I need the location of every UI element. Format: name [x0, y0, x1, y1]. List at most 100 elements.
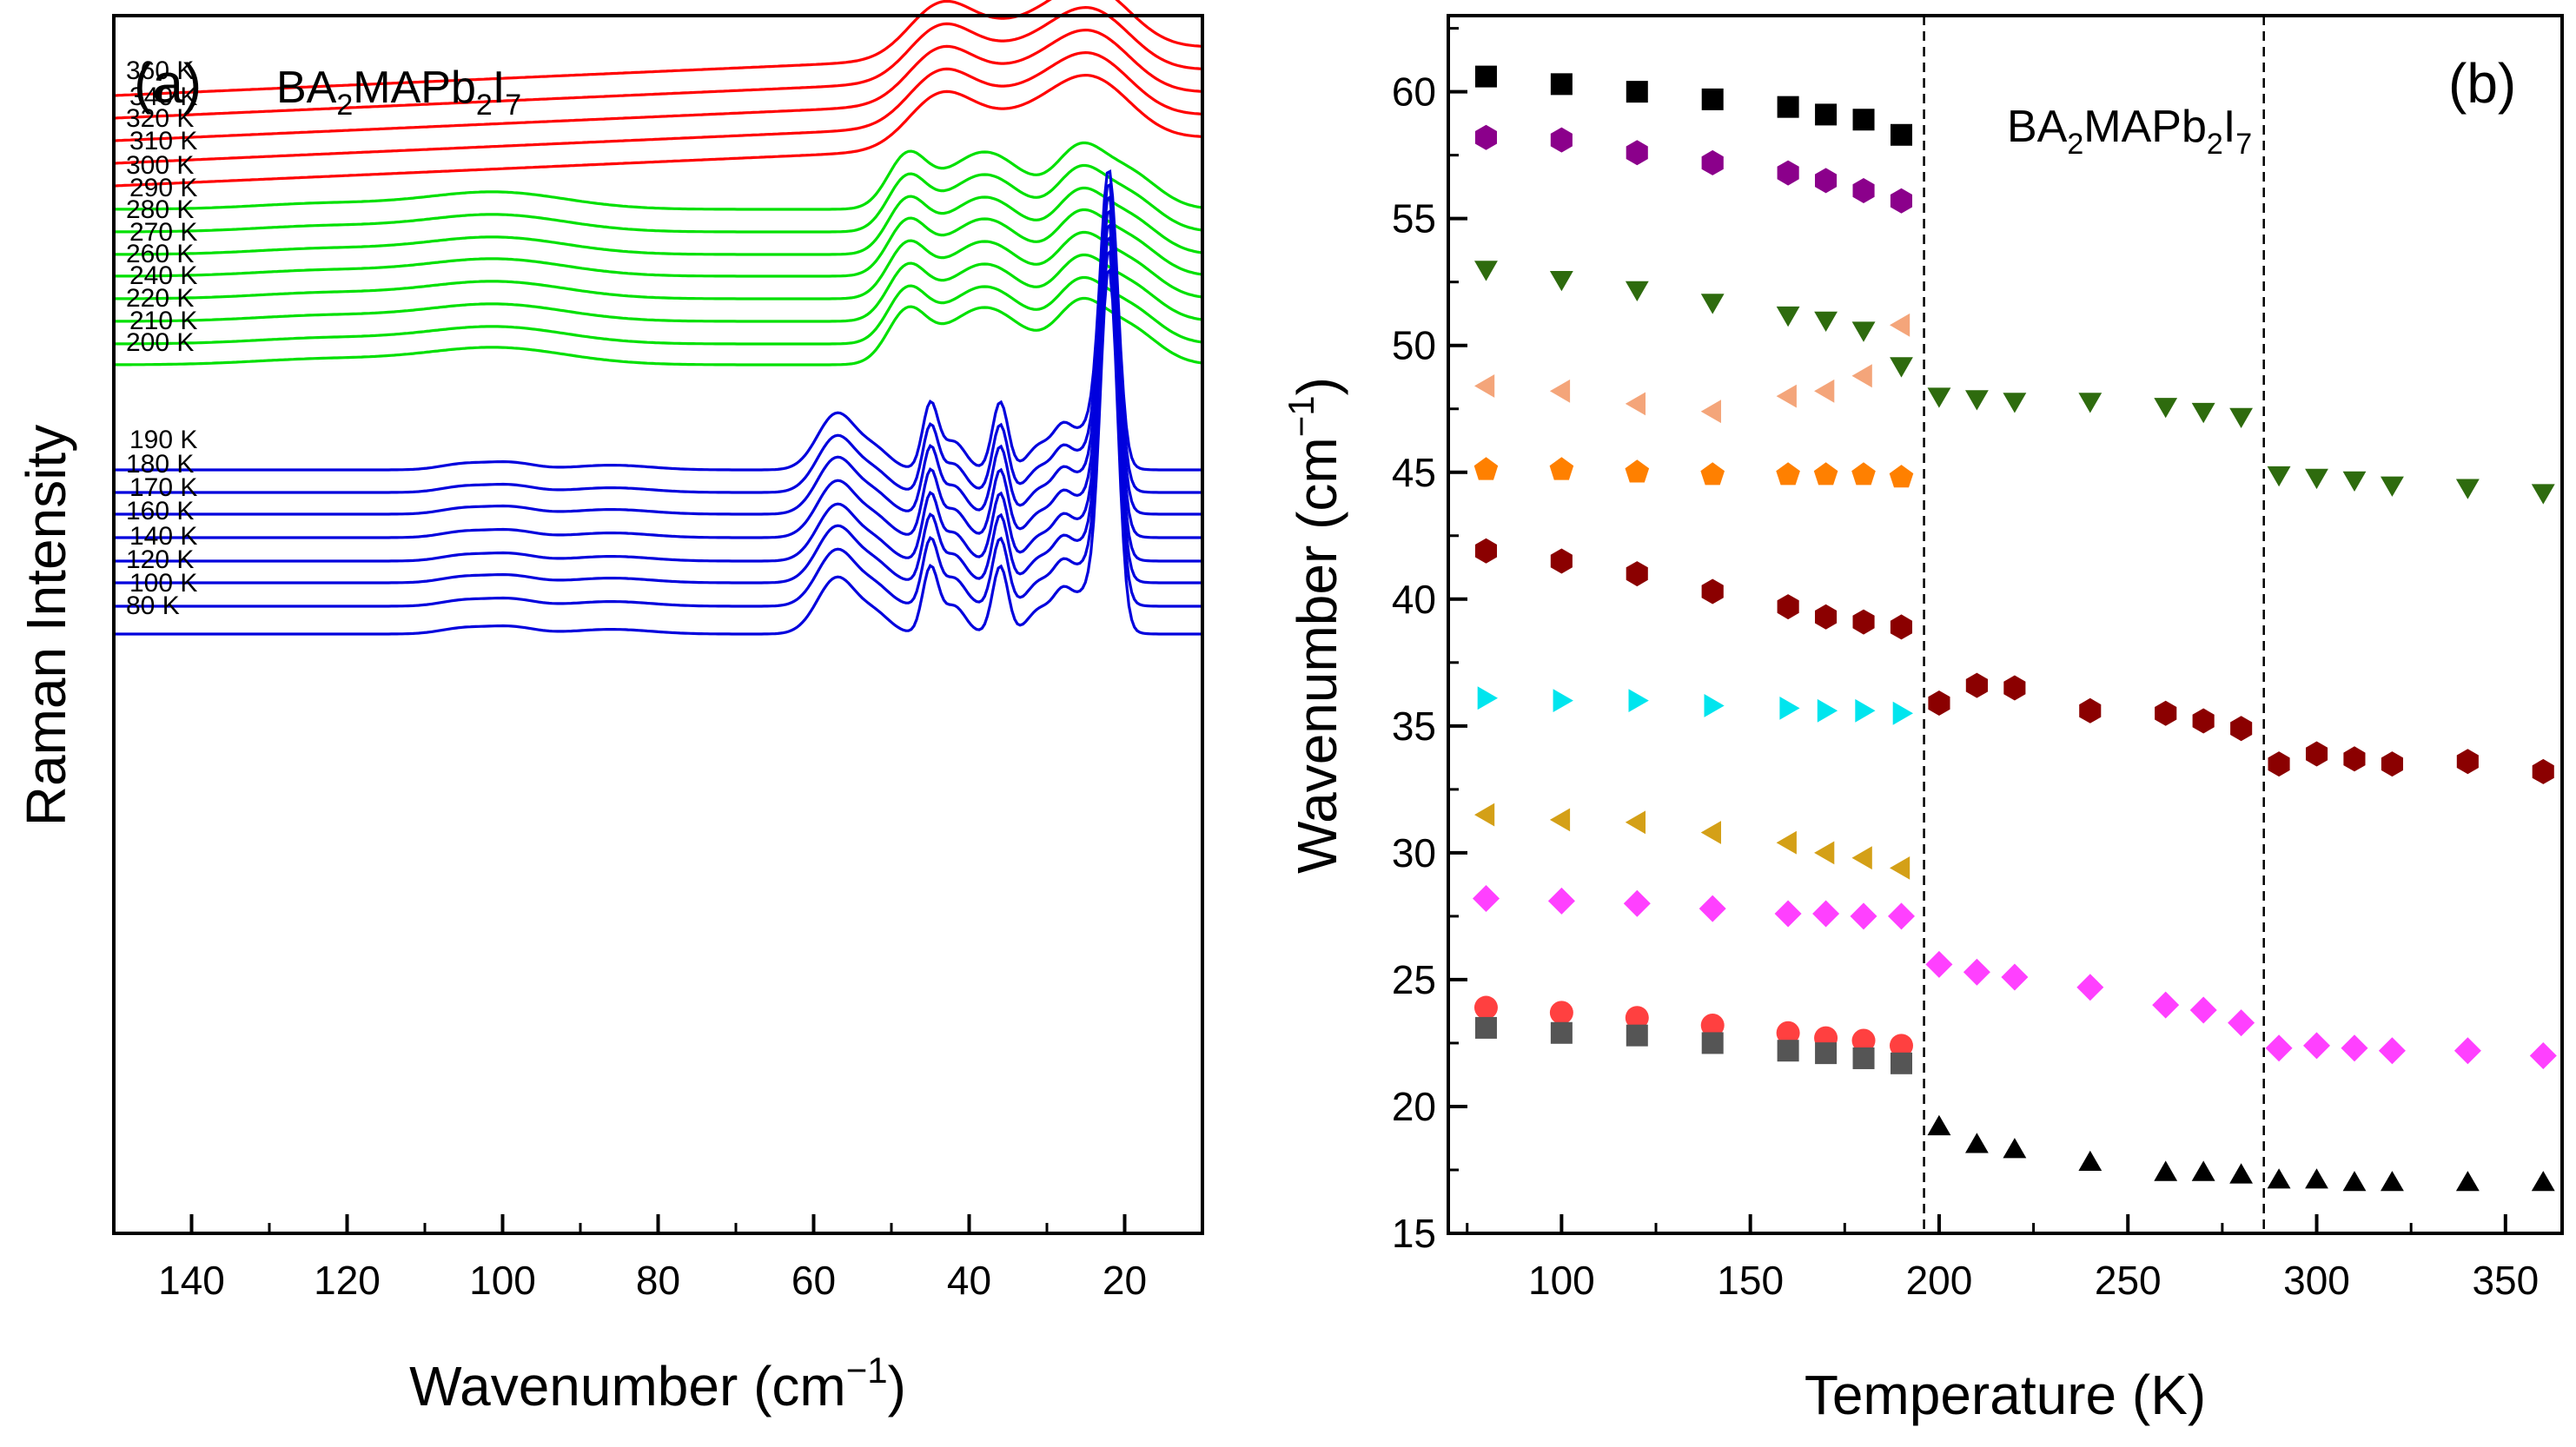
data-point: [1890, 856, 1910, 880]
data-point: [2453, 1037, 2481, 1065]
data-point: [1817, 698, 1838, 723]
data-point: [1890, 614, 1912, 640]
y-tick-label: 55: [1392, 196, 1436, 241]
series-mode-45: [1473, 457, 1914, 488]
data-point: [1777, 96, 1799, 118]
data-point: [2192, 708, 2215, 734]
data-point: [1550, 127, 1573, 153]
data-point: [1965, 390, 1989, 411]
spectrum-line: [114, 208, 1202, 539]
series-mode-31: [1474, 803, 1910, 880]
temperature-label: 220 K: [126, 284, 194, 313]
spectrum-line: [114, 186, 1203, 256]
y-tick-label: 20: [1392, 1084, 1436, 1129]
data-point: [1852, 109, 1875, 131]
x-tick-label: 200: [1906, 1258, 1973, 1303]
data-point: [1701, 149, 1724, 175]
data-point: [1626, 561, 1648, 587]
temperature-label: 160 K: [126, 497, 194, 525]
spectrum-line: [114, 235, 1202, 585]
x-tick-label: 20: [1103, 1258, 1147, 1303]
data-point: [1852, 178, 1875, 203]
spectrum-line: [113, 50, 1203, 165]
temperature-label: 290 K: [129, 174, 197, 202]
series-mode-28: [1473, 885, 2557, 1069]
data-point: [2455, 479, 2480, 499]
panel-a-x-axis-label: Wavenumber (cm−1): [409, 1350, 906, 1417]
spectrum-line: [114, 267, 1202, 636]
data-point: [1477, 686, 1498, 710]
data-point: [1550, 1021, 1573, 1044]
series-mode-36: [1477, 686, 1913, 725]
panel-a-letter: (a): [134, 52, 202, 115]
data-point: [1815, 103, 1838, 126]
y-tick-label: 15: [1392, 1211, 1436, 1256]
spectrum-line: [114, 195, 1202, 516]
data-point: [1774, 900, 1802, 928]
data-point: [1474, 803, 1495, 827]
data-point: [2529, 1042, 2557, 1069]
data-point: [1963, 958, 1990, 986]
temperature-label: 180 K: [126, 450, 194, 479]
temperature-label: 190 K: [129, 426, 197, 454]
panel-a-formula: BA2MAPb2I7: [276, 63, 521, 122]
y-tick-label: 35: [1392, 704, 1436, 749]
data-point: [2152, 991, 2180, 1019]
temperature-label: 340 K: [129, 83, 197, 111]
data-point: [1777, 594, 1799, 620]
y-tick-label: 45: [1392, 450, 1436, 495]
data-point: [2305, 468, 2328, 490]
data-point: [1550, 73, 1573, 96]
data-point: [1700, 462, 1725, 486]
data-point: [2228, 1009, 2255, 1037]
data-point: [1553, 689, 1573, 712]
x-tick-label: 300: [2283, 1258, 2350, 1303]
data-point: [1776, 830, 1797, 855]
panel-b-y-axis-label: Wavenumber (cm−1): [1281, 377, 1348, 874]
data-point: [1474, 374, 1495, 398]
data-point: [1700, 400, 1721, 424]
temperature-label: 270 K: [129, 218, 197, 247]
data-point: [1779, 697, 1800, 720]
data-point: [1890, 1052, 1912, 1074]
data-point: [1549, 271, 1573, 292]
data-point: [2342, 1171, 2367, 1192]
temperature-label: 310 K: [129, 127, 197, 155]
y-tick-label: 25: [1392, 957, 1436, 1002]
panel-b-y-ticks: 15 20 25 30 35 40 45 50 55 60: [1392, 27, 1467, 1256]
spectrum-line: [114, 248, 1202, 608]
spectrum-line: [114, 141, 1203, 211]
spectrum-line: [114, 275, 1203, 346]
spectrum-line: [114, 253, 1203, 323]
data-point: [1625, 392, 1646, 416]
data-point: [1776, 1021, 1800, 1045]
panel-b-x-axis-label: Temperature (K): [1805, 1364, 2206, 1426]
panel-a-spectra: [113, 0, 1203, 636]
data-point: [1892, 701, 1913, 725]
data-point: [1625, 1006, 1649, 1030]
data-point: [2154, 398, 2178, 419]
panel-b: 100 150 200 250 300 350 15202530354045505560 …: [1281, 14, 2564, 1426]
data-point: [1474, 65, 1497, 88]
data-point: [1888, 902, 1915, 930]
y-tick-label: 40: [1392, 577, 1436, 622]
data-point: [1814, 379, 1835, 403]
data-point: [1549, 808, 1571, 832]
spectrum-line: [114, 208, 1203, 278]
series-mode-42: [1474, 538, 2554, 784]
data-point: [1776, 306, 1800, 327]
data-point: [1812, 900, 1840, 928]
y-tick-label: 30: [1392, 830, 1436, 875]
data-point: [1777, 1040, 1799, 1062]
data-point: [1890, 188, 1912, 214]
data-point: [1927, 1114, 1951, 1136]
temperature-label: 360 K: [126, 56, 194, 85]
x-tick-label: 60: [791, 1258, 836, 1303]
data-point: [1625, 281, 1649, 301]
panel-a-x-ticks: 140 120 100 80 60 40 20: [112, 1214, 1204, 1303]
data-point: [2381, 476, 2404, 497]
data-point: [1777, 160, 1799, 186]
data-point: [1928, 690, 1950, 716]
data-point: [1851, 462, 1876, 486]
